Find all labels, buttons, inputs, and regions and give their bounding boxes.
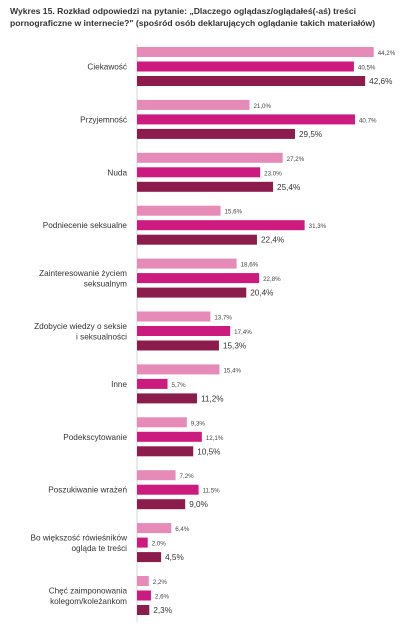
bar: [137, 378, 168, 389]
data-label: 2,2%: [153, 579, 168, 586]
data-label: 7,2%: [180, 473, 195, 480]
category-label: Bo większość rówieśników ogląda te treści: [31, 533, 128, 553]
bar: [137, 205, 221, 216]
bar: [137, 258, 237, 269]
bar: [137, 499, 186, 510]
data-label: 21,0%: [253, 103, 271, 110]
category-label: Podekscytowanie: [63, 433, 127, 442]
bar: [137, 364, 220, 375]
bar: [137, 61, 354, 72]
bar: [137, 128, 295, 139]
bar: [137, 431, 202, 442]
category-label: Ciekawość: [87, 63, 127, 72]
data-label: 15,3%: [223, 342, 246, 351]
category-label: Poszukiwanie wrażeń: [48, 486, 127, 495]
bar: [137, 576, 149, 586]
data-label: 18,6%: [241, 262, 259, 269]
data-label: 29,5%: [299, 130, 322, 139]
bar: [137, 605, 150, 615]
bar: [137, 311, 211, 322]
data-label: 9,3%: [191, 420, 206, 427]
data-label: 44,2%: [378, 50, 396, 57]
bar: [137, 220, 305, 231]
bar: [137, 99, 250, 110]
bar: [137, 181, 274, 192]
data-label: 22,4%: [261, 236, 284, 245]
data-label: 23,0%: [264, 170, 282, 177]
category-label: Przyjemność: [80, 115, 127, 124]
bar: [137, 287, 247, 298]
data-label: 20,4%: [250, 289, 273, 298]
bar: [137, 523, 172, 534]
data-label: 10,5%: [197, 447, 220, 456]
data-label: 4,5%: [165, 553, 184, 562]
data-label: 40,7%: [359, 117, 377, 124]
bar: [137, 234, 257, 245]
data-label: 6,4%: [175, 526, 190, 533]
data-label: 2,0%: [152, 541, 167, 548]
data-label: 11,2%: [201, 394, 224, 403]
bar: [137, 484, 199, 495]
bar: [137, 273, 260, 284]
bar: [137, 340, 219, 351]
category-label: Nuda: [107, 168, 127, 177]
data-label: 2,3%: [153, 606, 172, 615]
bar: [137, 590, 151, 601]
data-label: 11,5%: [203, 488, 221, 495]
data-label: 17,4%: [234, 329, 252, 336]
data-label: 42,6%: [369, 77, 392, 86]
bar: [137, 326, 231, 336]
data-label: 40,5%: [358, 65, 376, 72]
category-label: Inne: [111, 380, 127, 389]
data-label: 27,2%: [287, 156, 305, 163]
data-label: 9,0%: [189, 500, 208, 509]
data-label: 15,6%: [225, 209, 243, 216]
bar: [137, 167, 261, 178]
category-label: Zainteresowanie życiem seksualnym: [39, 269, 127, 289]
category-label: Zdobycie wiedzy o seksie i seksualności: [34, 322, 127, 342]
data-label: 2,6%: [155, 594, 170, 601]
bar: [137, 446, 194, 457]
data-label: 13,7%: [214, 315, 232, 322]
data-label: 12,1%: [206, 435, 224, 442]
category-label: Chęć zaimponowania kolegom/koleżankom: [49, 586, 128, 606]
bar: [137, 470, 176, 481]
bar: [137, 47, 374, 57]
bar: [137, 537, 148, 548]
bar: [137, 152, 283, 163]
category-label: Podniecenie seksualne: [43, 221, 128, 230]
data-label: 22,8%: [263, 276, 281, 283]
bar: [137, 76, 366, 86]
bar: [137, 393, 197, 404]
bar: [137, 417, 187, 428]
data-label: 31,3%: [309, 223, 327, 230]
chart-title: Wykres 15. Rozkład odpowiedzi na pytanie…: [10, 6, 376, 28]
data-label: 15,4%: [223, 367, 241, 374]
bar: [137, 114, 355, 125]
data-label: 5,7%: [172, 382, 187, 389]
bar: [137, 552, 162, 563]
data-label: 25,4%: [277, 183, 300, 192]
